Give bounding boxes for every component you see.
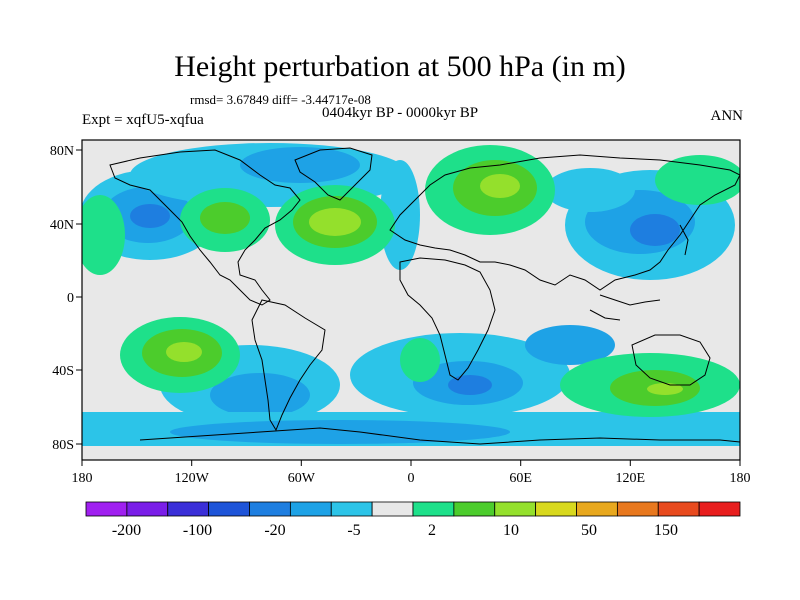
map-panel xyxy=(82,140,740,460)
lon-ticks xyxy=(81,460,741,466)
colorbar-swatch xyxy=(249,501,291,517)
colorbar-label: 10 xyxy=(503,522,519,539)
anomaly-region xyxy=(200,202,250,234)
colorbar-swatch xyxy=(698,501,741,517)
anomaly-region xyxy=(480,174,520,198)
coastline-greenland xyxy=(294,147,373,201)
colorbar-label: 150 xyxy=(654,522,678,539)
lon-tick-labels: 180 120W 60W 0 60E 120E 180 xyxy=(72,471,751,486)
colorbar-swatch xyxy=(657,501,700,517)
anomaly-region xyxy=(309,208,361,236)
colorbar-swatch xyxy=(494,501,537,517)
colorbar-swatch xyxy=(167,501,210,517)
lat-tick-label: 40N xyxy=(50,218,74,233)
colorbar-label: 50 xyxy=(581,522,597,539)
lat-ticks xyxy=(76,149,82,445)
coastline-antarctica xyxy=(139,427,740,445)
colorbar-swatch xyxy=(576,501,618,517)
anomaly-region xyxy=(170,420,510,444)
coastline-africa xyxy=(399,257,496,381)
anomaly-region xyxy=(82,195,125,275)
lon-tick-label: 0 xyxy=(408,471,415,486)
period-label: 0404kyr BP - 0000kyr BP xyxy=(322,105,479,121)
colorbar-label: 2 xyxy=(428,522,436,539)
colorbar-label: -20 xyxy=(264,522,285,539)
lat-tick-labels: 80N 40N 0 40S 80S xyxy=(50,144,74,453)
experiment-label: Expt = xqfU5-xqfua xyxy=(82,112,204,128)
positive-anomalies xyxy=(82,145,740,417)
colorbar xyxy=(85,501,741,517)
lon-tick-label: 180 xyxy=(730,471,751,486)
colorbar-labels: -200 -100 -20 -5 2 10 50 150 xyxy=(112,522,678,539)
lon-tick-label: 120W xyxy=(175,471,210,486)
anomaly-region xyxy=(525,325,615,365)
lon-tick-label: 60W xyxy=(288,471,316,486)
anomaly-region xyxy=(655,155,740,205)
lat-tick-label: 80N xyxy=(50,144,74,159)
anomaly-region xyxy=(448,375,492,395)
colorbar-swatch xyxy=(85,501,128,517)
stats-label: rmsd= 3.67849 diff= -3.44717e-08 xyxy=(190,92,371,107)
season-label: ANN xyxy=(710,108,744,124)
colorbar-swatch xyxy=(126,501,169,517)
colorbar-swatch xyxy=(208,501,250,517)
map-title: Height perturbation at 500 hPa (in m) xyxy=(174,50,626,83)
colorbar-swatch xyxy=(453,501,496,517)
colorbar-swatch xyxy=(535,501,577,517)
lat-tick-label: 80S xyxy=(52,438,74,453)
anomaly-region xyxy=(210,373,310,417)
lat-tick-label: 0 xyxy=(67,291,74,306)
colorbar-label: -100 xyxy=(183,522,212,539)
colorbar-swatch xyxy=(616,501,659,517)
colorbar-label: -5 xyxy=(347,522,360,539)
coastline-south-america xyxy=(251,299,326,432)
anomaly-region xyxy=(130,204,170,228)
anomaly-region xyxy=(545,168,635,212)
colorbar-swatch xyxy=(330,501,373,517)
colorbar-label: -200 xyxy=(112,522,141,539)
coastline-north-america xyxy=(109,149,301,306)
coastlines xyxy=(109,147,740,445)
anomaly-region xyxy=(400,338,440,382)
lon-tick-label: 120E xyxy=(616,471,646,486)
coastline-islands xyxy=(589,224,689,321)
coastline-eurasia xyxy=(389,154,740,291)
anomaly-region xyxy=(166,342,202,362)
colorbar-swatch xyxy=(289,501,332,517)
lat-tick-label: 40S xyxy=(52,364,74,379)
colorbar-swatch xyxy=(371,501,414,517)
lon-tick-label: 60E xyxy=(509,471,532,486)
anomaly-region xyxy=(630,214,680,246)
anomaly-region xyxy=(647,383,683,395)
anomaly-region xyxy=(240,147,360,183)
lon-tick-label: 180 xyxy=(72,471,93,486)
coastline-australia xyxy=(631,334,711,386)
colorbar-swatch xyxy=(412,501,455,517)
